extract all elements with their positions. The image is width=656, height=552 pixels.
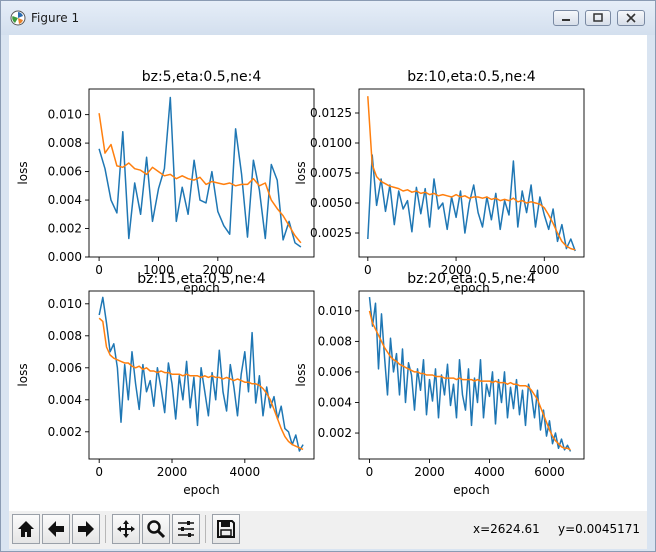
y-tick-label: 0.000 xyxy=(48,250,82,264)
subplot-title: bz:15,eta:0.5,ne:4 xyxy=(137,271,266,287)
x-coordinate-readout: x=2624.61 xyxy=(473,522,540,536)
y-tick-label: 0.010 xyxy=(48,108,82,122)
subplots-icon xyxy=(178,521,194,537)
minimize-button[interactable] xyxy=(553,10,579,26)
y-axis-label: loss xyxy=(16,363,30,386)
series-line-2 xyxy=(98,317,304,451)
axes-frame xyxy=(88,88,315,258)
title-bar[interactable]: Figure 1 xyxy=(1,1,655,35)
close-button[interactable] xyxy=(617,10,645,26)
series-line-1 xyxy=(98,96,302,248)
series-line-1 xyxy=(98,296,304,452)
x-tick-label: 0 xyxy=(364,263,372,277)
figure-canvas[interactable]: 0 1000 2000 0.000 0.002 0.004 0.006 0.008 0.010 e… xyxy=(9,35,647,511)
x-axis-label: epoch xyxy=(453,281,490,295)
series-line-2 xyxy=(368,310,571,451)
y-tick-label: 0.010 xyxy=(318,304,352,318)
x-tick-label: 4000 xyxy=(230,465,261,479)
y-axis-label: loss xyxy=(294,161,308,184)
axes-frame xyxy=(358,88,585,258)
x-tick-label: 0 xyxy=(366,465,374,479)
series-line-1 xyxy=(368,297,572,452)
x-tick-label: 2000 xyxy=(441,263,472,277)
configure-subplots-button[interactable] xyxy=(172,514,200,544)
x-tick-label: 4000 xyxy=(529,263,560,277)
zoom-button[interactable] xyxy=(142,514,170,544)
matplotlib-logo-icon xyxy=(10,10,26,26)
y-tick-label: 0.0075 xyxy=(310,166,352,180)
y-tick-label: 0.0125 xyxy=(310,106,352,120)
y-tick-label: 0.008 xyxy=(48,136,82,150)
home-icon xyxy=(18,521,34,537)
home-button[interactable] xyxy=(12,514,40,544)
y-axis-label: loss xyxy=(16,161,30,184)
y-tick-label: 0.0050 xyxy=(310,196,352,210)
axes-frame xyxy=(358,290,585,460)
series-line-2 xyxy=(98,113,302,244)
maximize-icon xyxy=(593,13,603,22)
x-axis-label: epoch xyxy=(183,483,220,497)
y-coordinate-readout: y=0.0045171 xyxy=(558,522,641,536)
y-tick-label: 0.0100 xyxy=(310,136,352,150)
x-axis-label: epoch xyxy=(183,281,220,295)
y-tick-label: 0.002 xyxy=(48,222,82,236)
y-tick-label: 0.0025 xyxy=(310,226,352,240)
back-button[interactable] xyxy=(42,514,70,544)
subplot-1: 0 1000 2000 0.000 0.002 0.004 0.006 0.008 0.010 e… xyxy=(16,69,315,295)
back-arrow-icon xyxy=(48,521,64,537)
toolbar-separator xyxy=(205,515,206,543)
y-tick-label: 0.006 xyxy=(48,361,82,375)
y-axis-label: loss xyxy=(294,363,308,386)
subplot-3: 0 2000 4000 0.002 0.004 0.006 0.008 0.010 epoch l… xyxy=(16,271,315,497)
y-tick-label: 0.004 xyxy=(48,193,82,207)
subplot-title: bz:10,eta:0.5,ne:4 xyxy=(407,69,536,85)
y-tick-label: 0.006 xyxy=(318,365,352,379)
pan-button[interactable] xyxy=(112,514,140,544)
series-line-1 xyxy=(367,154,576,252)
x-tick-label: 6000 xyxy=(534,465,565,479)
pan-icon xyxy=(117,520,135,538)
x-tick-label: 2000 xyxy=(157,465,188,479)
x-tick-label: 1000 xyxy=(143,263,174,277)
y-tick-label: 0.002 xyxy=(318,426,352,440)
zoom-icon xyxy=(147,520,166,539)
subplot-2: 0 2000 4000 0.0025 0.0050 0.0075 0.0100 0.0125 e… xyxy=(294,69,585,295)
close-icon xyxy=(626,13,636,23)
x-axis-label: epoch xyxy=(453,483,490,497)
maximize-button[interactable] xyxy=(585,10,611,26)
x-tick-label: 2000 xyxy=(203,263,234,277)
navigation-toolbar: x=2624.61 y=0.0045171 xyxy=(9,511,647,549)
subplot-title: bz:20,eta:0.5,ne:4 xyxy=(407,271,536,287)
x-tick-label: 0 xyxy=(95,465,103,479)
x-tick-label: 0 xyxy=(95,263,103,277)
save-icon xyxy=(217,520,235,538)
y-tick-label: 0.008 xyxy=(318,334,352,348)
toolbar-separator xyxy=(105,515,106,543)
y-tick-label: 0.008 xyxy=(48,329,82,343)
forward-arrow-icon xyxy=(78,521,94,537)
y-tick-label: 0.004 xyxy=(48,393,82,407)
y-tick-label: 0.004 xyxy=(318,395,352,409)
series-line-2 xyxy=(367,96,576,251)
save-button[interactable] xyxy=(212,514,240,544)
minimize-icon xyxy=(562,19,570,21)
figure-svg: 0 1000 2000 0.000 0.002 0.004 0.006 0.008 0.010 e… xyxy=(16,69,585,497)
x-tick-label: 4000 xyxy=(474,465,505,479)
y-tick-label: 0.010 xyxy=(48,297,82,311)
y-tick-label: 0.006 xyxy=(48,165,82,179)
subplot-title: bz:5,eta:0.5,ne:4 xyxy=(142,69,262,85)
y-tick-label: 0.002 xyxy=(48,425,82,439)
subplot-4: 0 2000 4000 6000 0.002 0.004 0.006 0.008 0.010 ep… xyxy=(294,271,585,497)
forward-button[interactable] xyxy=(72,514,100,544)
window-title: Figure 1 xyxy=(31,11,80,25)
x-tick-label: 2000 xyxy=(414,465,445,479)
axes-frame xyxy=(88,290,315,460)
